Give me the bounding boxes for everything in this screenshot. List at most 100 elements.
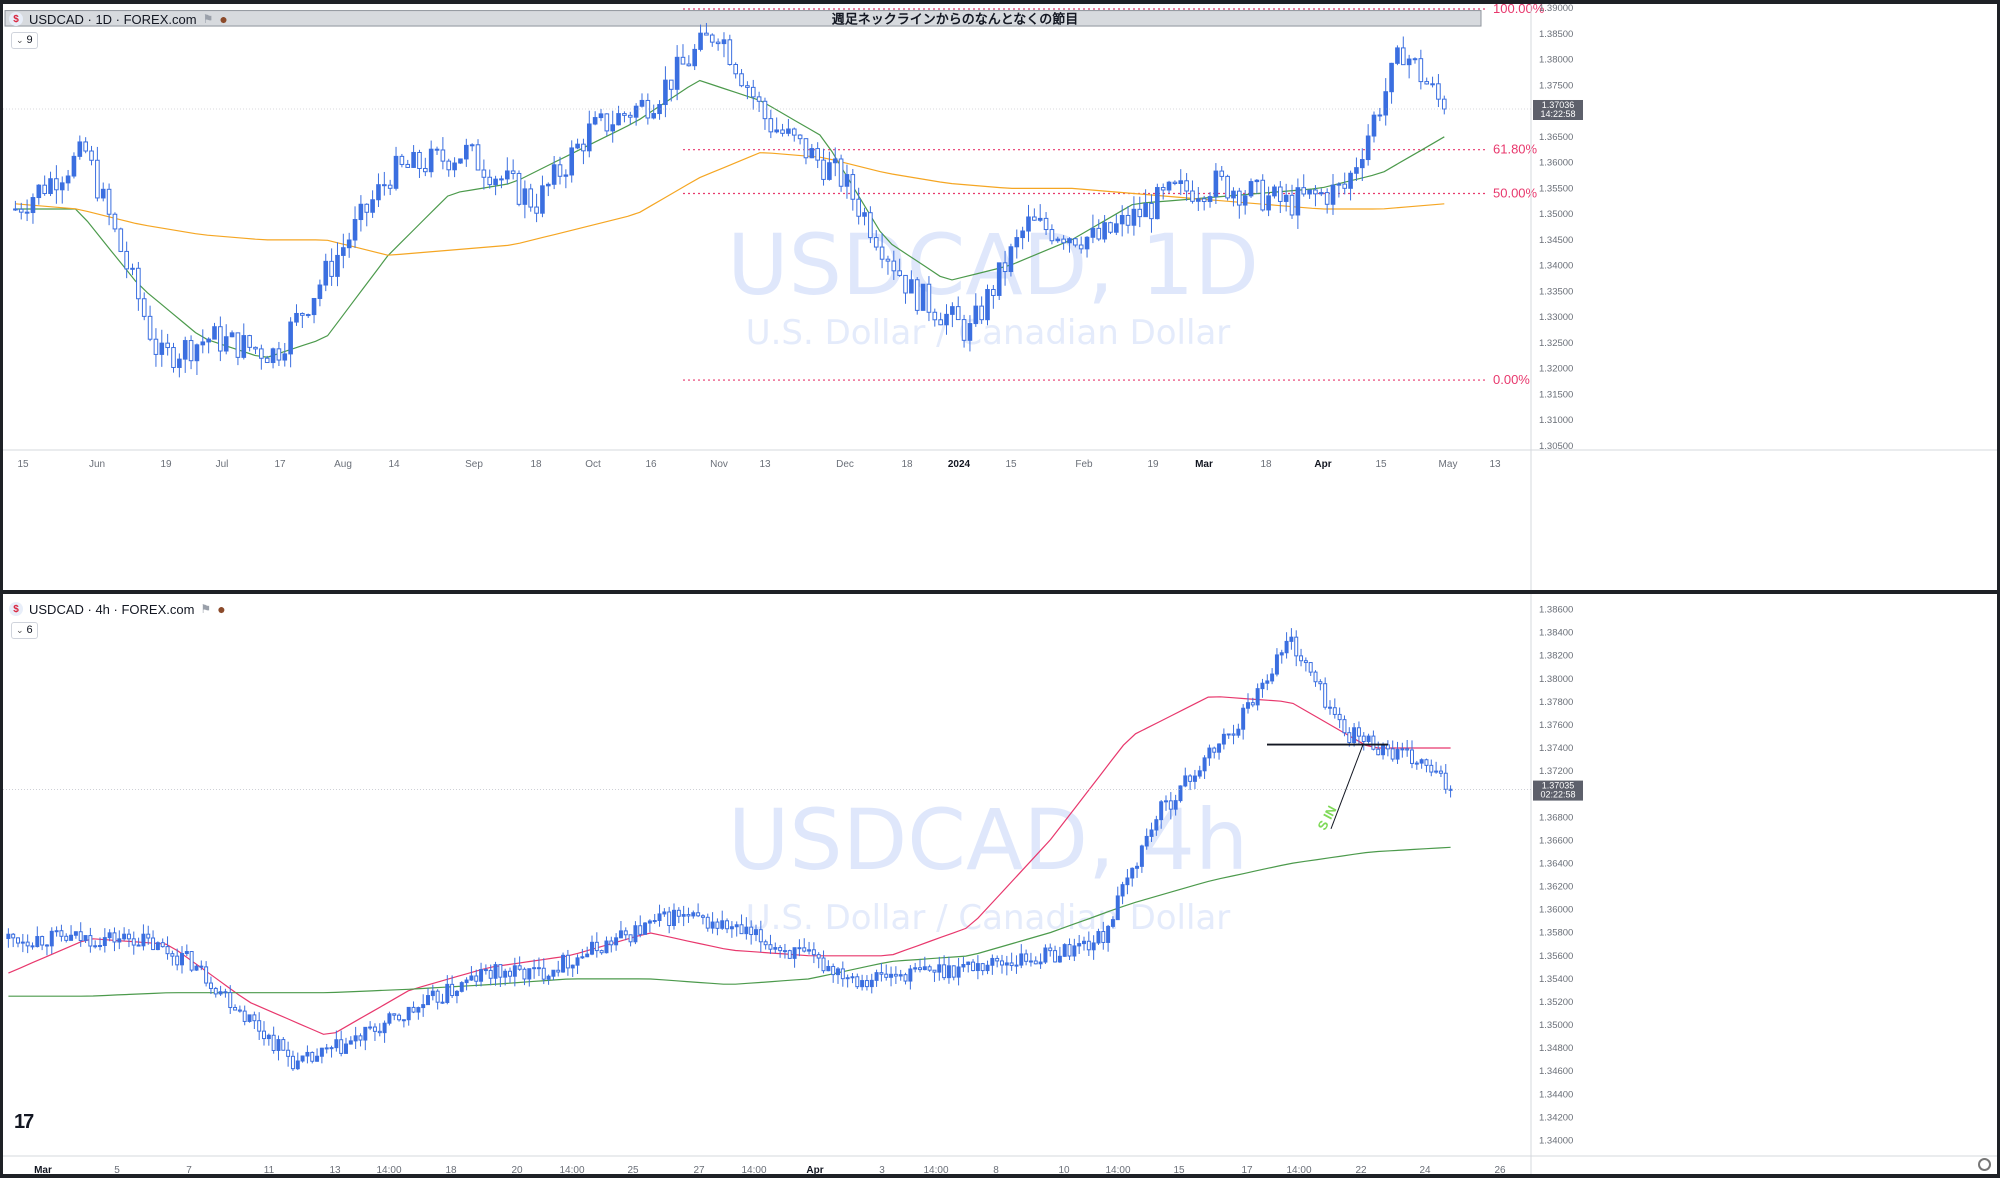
candle-body [1067,944,1072,957]
chart-pane-4h[interactable]: $ USDCAD · 4h · FOREX.com ⚑ ● ⌄ 6 USDCAD,… [3,594,1997,1174]
y-tick-label: 1.36400 [1539,858,1573,869]
symbol-title[interactable]: USDCAD · 4h · FOREX.com [29,601,195,617]
moving-average-line [8,846,1451,997]
candle-body [474,975,479,982]
candle-body [358,203,364,221]
candle-body [1125,877,1130,886]
candle-body [454,990,459,997]
candle-body [725,920,730,930]
candle-body [1241,707,1246,730]
candle-body [734,924,739,928]
candle-body [575,143,580,149]
4h-chart-canvas[interactable]: USDCAD, 4h U.S. Dollar / Canadian Dollar… [3,594,1997,1174]
candle-body [836,968,840,976]
candle-body [218,991,223,995]
candle-body [1352,727,1357,744]
candle-body [387,184,393,189]
candle-body [206,338,211,343]
candle-body [855,976,860,988]
chart-pane-daily[interactable]: $ USDCAD · 1D · FOREX.com ⚑ ● ⌄ 9 USDCAD,… [3,4,1997,590]
candle-body [807,949,812,952]
candle-body [898,974,903,977]
candle-body [1055,238,1061,242]
candle-body [276,348,282,361]
candle-body [643,922,648,935]
poo-icon[interactable]: ● [217,601,226,617]
y-tick-label: 1.36200 [1539,882,1573,893]
candle-body [184,951,189,955]
candle-body [364,203,370,213]
candle-body [252,1014,257,1022]
candle-body [1284,640,1289,654]
y-tick-label: 1.35000 [1539,1020,1573,1031]
x-tick-label: Sep [465,459,483,470]
candle-body [435,990,440,1003]
indicator-toggle[interactable]: ⌄ 9 [11,32,38,49]
candle-body [623,930,628,936]
candle-body [335,254,340,277]
flag-icon[interactable]: ⚑ [202,12,214,26]
candle-body [503,970,508,978]
candle-body [106,188,112,215]
candle-body [1354,167,1359,174]
candle-body [159,342,165,355]
y-tick-label: 1.34000 [1539,261,1573,272]
candle-body [1090,227,1096,238]
indicator-toggle[interactable]: ⌄ 6 [11,622,38,639]
y-tick-label: 1.37400 [1539,743,1573,754]
candle-body [1192,775,1197,782]
candle-body [647,920,652,924]
candle-body [667,911,672,926]
candle-body [1400,47,1406,66]
y-tick-label: 1.36500 [1539,132,1573,143]
candle-body [49,930,54,947]
candle-body [300,1055,305,1062]
candle-body [1120,884,1125,897]
daily-chart-canvas[interactable]: USDCAD, 1D U.S. Dollar / Canadian Dollar… [3,4,1997,590]
candle-body [926,283,932,313]
candle-body [758,929,763,943]
candle-body [324,1047,329,1050]
gear-icon[interactable] [1978,1158,1991,1171]
candle-body [1020,230,1025,239]
candle-body [897,270,902,276]
candle-body [918,967,922,971]
x-tick-label: 8 [993,1165,999,1174]
flag-icon[interactable]: ⚑ [200,602,212,616]
candle-body [130,267,135,270]
candle-body [838,158,844,187]
candle-body [556,969,561,973]
candle-body [95,159,100,199]
candle-body [146,933,151,939]
candle-body [1225,175,1230,199]
candle-body [100,188,106,199]
candle-body [1197,770,1202,777]
y-tick-label: 1.30500 [1539,441,1573,452]
candle-body [153,338,159,355]
candle-body [844,174,850,187]
candle-body [551,164,557,185]
candle-body [778,947,783,952]
poo-icon[interactable]: ● [219,11,228,27]
candle-body [393,155,399,189]
candle-body [286,1049,291,1057]
symbol-header[interactable]: $ USDCAD · 1D · FOREX.com ⚑ ● [9,11,228,27]
candle-body [1217,743,1222,753]
candle-body [1078,244,1084,250]
candle-body [430,990,435,997]
tradingview-logo-icon[interactable]: 17 [14,1111,34,1133]
candle-body [117,938,122,943]
candle-body [1313,671,1318,683]
symbol-header[interactable]: $ USDCAD · 4h · FOREX.com ⚑ ● [9,601,226,617]
symbol-title[interactable]: USDCAD · 1D · FOREX.com [29,11,197,27]
x-tick-label: 17 [1241,1165,1253,1174]
candle-body [411,151,416,168]
y-tick-label: 1.34600 [1539,1066,1573,1077]
candle-body [773,947,778,950]
candle-body [864,980,869,988]
candle-body [1395,47,1400,64]
candle-body [329,1047,334,1050]
x-tick-label: 24 [1419,1165,1431,1174]
candle-body [1389,62,1394,93]
candle-body [1438,770,1443,774]
